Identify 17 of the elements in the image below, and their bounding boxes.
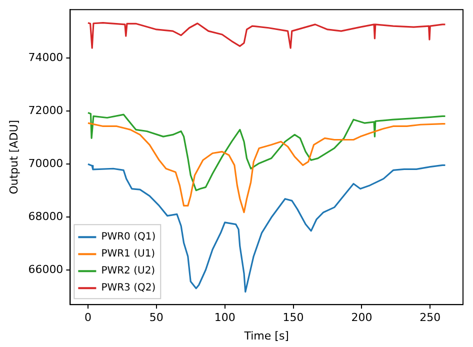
y-tick-label: 72000 xyxy=(28,104,64,117)
y-tick-label: 74000 xyxy=(28,50,64,64)
legend-label: PWR1 (U1) xyxy=(101,248,156,260)
legend-label: PWR0 (Q1) xyxy=(101,232,156,243)
y-tick-label: 68000 xyxy=(28,210,64,223)
y-axis-title: Output [ADU] xyxy=(7,120,20,194)
x-tick-label: 250 xyxy=(420,311,441,324)
x-tick-label: 150 xyxy=(282,311,304,324)
x-tick-label: 200 xyxy=(351,311,372,324)
y-tick-label: 70000 xyxy=(28,156,64,170)
x-tick-label: 100 xyxy=(214,311,236,324)
legend-label: PWR3 (Q2) xyxy=(101,282,156,294)
x-tick-label: 50 xyxy=(149,311,164,324)
x-tick-label: 0 xyxy=(84,311,92,324)
y-tick-label: 66000 xyxy=(28,263,64,276)
x-axis-title: Time [s] xyxy=(243,329,289,342)
legend-label: PWR2 (U2) xyxy=(101,266,156,277)
